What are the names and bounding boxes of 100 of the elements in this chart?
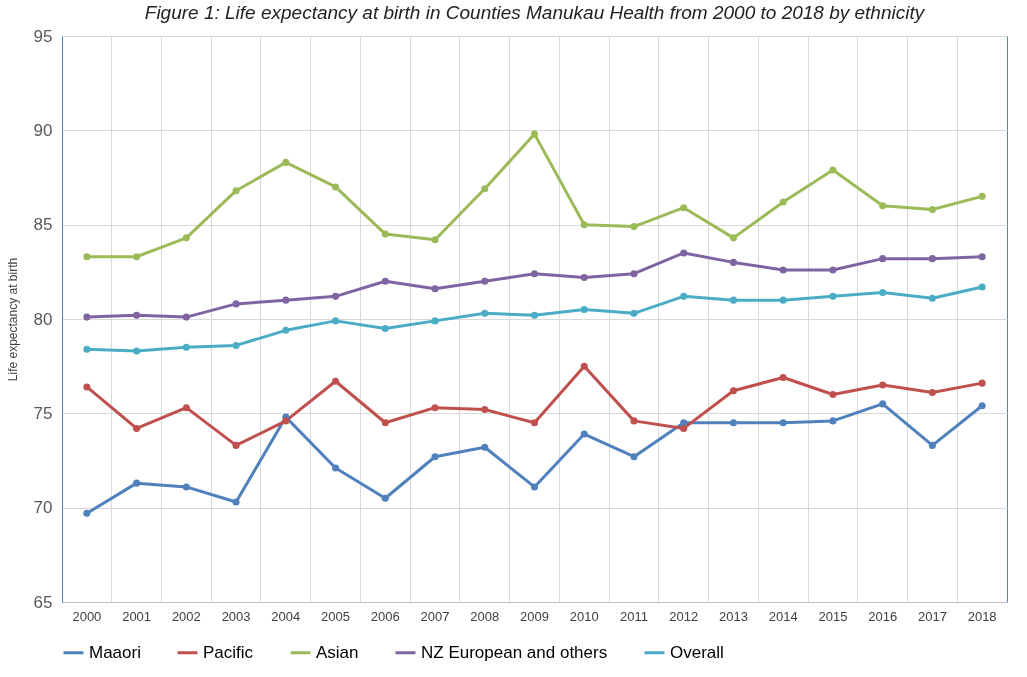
point [779,198,787,206]
chart-title: Figure 1: Life expectancy at birth in Counties Manukau Health from 2000 to 2018 by ethnicity [144,2,926,23]
point [928,206,936,214]
x-tick-label: 2002 [171,608,201,624]
point [83,383,91,391]
point [978,402,986,410]
x-tick-label: 2016 [868,608,898,624]
x-tick-label: 2008 [470,608,500,624]
point [530,130,539,138]
point [928,255,936,263]
y-tick-label: 75 [33,403,53,423]
point [381,230,389,238]
x-tick-label: 2018 [967,608,997,624]
point [83,345,91,353]
point [431,317,439,325]
point [83,253,91,261]
point [282,417,290,425]
x-tick-label: 2007 [420,608,450,624]
point [133,479,141,487]
point [630,453,638,461]
point [879,289,887,297]
x-tick-label: 2011 [619,608,648,624]
point [381,494,389,502]
point [282,326,290,334]
point [332,317,340,325]
point [182,234,190,242]
point [232,300,240,308]
point [381,324,389,332]
point [779,419,787,427]
point [381,419,389,427]
point [630,270,638,278]
point [431,236,439,244]
point [580,221,588,229]
y-tick-label: 70 [33,498,53,518]
point [232,187,240,195]
point [928,389,936,397]
point [729,234,737,242]
y-tick-label: 80 [33,309,53,329]
point [530,311,539,319]
point [978,192,986,200]
point [978,379,986,387]
legend-label: NZ European and others [421,642,608,662]
point [332,292,340,300]
legend-label: Pacific [203,642,254,662]
x-tick-label: 2001 [122,608,152,624]
point [182,404,190,412]
point [779,373,787,382]
point [83,509,91,517]
point [232,441,240,449]
point [879,202,887,210]
y-axis-title: Life expectancy at birth [5,257,20,382]
legend-label: Asian [316,642,359,662]
point [381,277,389,285]
point [481,309,489,317]
point [680,249,688,257]
x-tick-label: 2004 [271,608,301,624]
point [928,441,936,449]
point [133,311,141,319]
point [133,424,141,432]
point [680,292,688,300]
point [680,204,688,212]
point [133,253,141,261]
point [182,313,190,321]
point [879,255,887,263]
point [481,277,489,285]
point [729,258,737,266]
y-tick-label: 65 [33,592,53,612]
point [729,387,737,395]
x-tick-label: 2013 [718,608,748,624]
point [729,419,737,427]
point [879,381,887,389]
point [182,483,190,491]
point [481,185,489,193]
point [530,483,539,491]
point [431,404,439,412]
point [729,296,737,304]
point [680,424,688,432]
point [232,341,240,349]
point [779,296,787,304]
point [829,292,837,300]
legend-label: Maaori [89,642,141,662]
x-tick-label: 2006 [370,608,400,624]
y-tick-label: 85 [33,215,53,235]
point [978,283,986,291]
point [182,343,190,351]
point [282,296,290,304]
point [829,417,837,425]
x-tick-label: 2005 [321,608,351,624]
point [630,309,638,317]
point [630,417,638,425]
x-tick-label: 2014 [768,608,798,624]
y-tick-label: 90 [33,120,53,140]
point [580,273,588,282]
point [332,377,340,385]
point [431,285,439,293]
point [978,253,986,261]
point [530,270,539,278]
point [779,266,787,274]
legend-label: Overall [670,642,724,662]
point [829,166,837,174]
